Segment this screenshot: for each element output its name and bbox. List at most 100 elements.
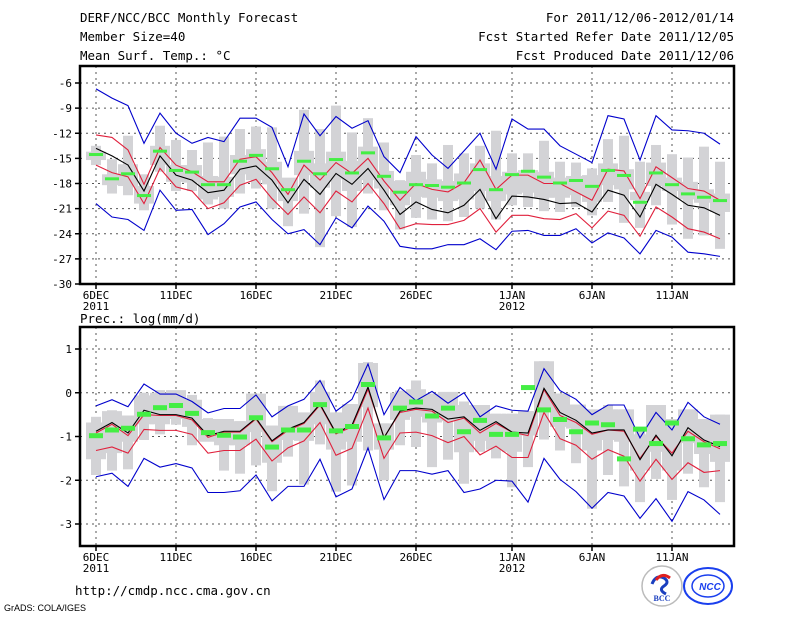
ensemble-box (614, 169, 634, 190)
series-line-min (95, 446, 721, 523)
x-tick-label: 16DEC (239, 551, 272, 564)
ensemble-whisker (315, 129, 325, 248)
y-tick-label: -18 (52, 178, 72, 191)
observed-marker (553, 417, 567, 422)
x-tick-label: 26DEC (399, 551, 432, 564)
observed-marker (457, 181, 471, 185)
observed-marker (665, 183, 679, 187)
observed-marker (585, 184, 599, 188)
series-line-mean (95, 147, 721, 220)
x-tick-year-label: 2012 (499, 562, 526, 575)
variable-label-precipitation: Prec.: log(mm/d) (80, 311, 200, 326)
grads-credit: GrADS: COLA/IGES (4, 603, 87, 613)
y-tick-label: 1 (65, 343, 72, 356)
ensemble-box (630, 434, 650, 471)
observed-marker (393, 405, 407, 411)
y-tick-label: -27 (52, 253, 72, 266)
series-line-upper (95, 387, 721, 460)
observed-marker (121, 425, 135, 431)
observed-marker (713, 441, 727, 447)
observed-marker (137, 194, 151, 198)
ensemble-box (454, 173, 474, 200)
observed-marker (617, 456, 631, 462)
observed-marker (121, 172, 135, 176)
observed-marker (521, 385, 535, 391)
x-tick-label: 1JAN (499, 551, 526, 564)
x-tick-label: 1JAN (499, 289, 526, 302)
y-tick-label: -30 (52, 278, 72, 291)
series-line-upper (95, 134, 721, 202)
y-tick-label: 0 (65, 387, 72, 400)
x-tick-year-label: 2012 (499, 300, 526, 313)
observed-marker (601, 168, 615, 172)
ensemble-whisker (331, 412, 341, 492)
ensemble-box (86, 422, 106, 460)
x-tick-label: 11JAN (655, 551, 688, 564)
plot-frame (78, 64, 736, 286)
ensemble-box (214, 176, 234, 197)
chart-title: DERF/NCC/BCC Monthly Forecast (80, 10, 299, 25)
observed-marker (313, 172, 327, 176)
observed-marker (505, 173, 519, 177)
forecast-started-date: Fcst Started Refer Date 2011/12/05 (478, 29, 734, 44)
observed-marker (153, 405, 167, 411)
observed-marker (553, 181, 567, 185)
ensemble-box (518, 170, 538, 193)
observed-marker (473, 417, 487, 423)
observed-marker (185, 410, 199, 416)
observed-marker (489, 431, 503, 437)
series-line-lower (95, 164, 721, 240)
source-url[interactable]: http://cmdp.ncc.cma.gov.cn (75, 583, 271, 598)
x-tick-label: 6DEC (83, 289, 110, 302)
observed-marker (649, 171, 663, 175)
observed-marker (233, 159, 247, 163)
observed-marker (697, 442, 711, 448)
observed-marker (185, 170, 199, 174)
observed-marker (617, 173, 631, 177)
observed-marker (425, 413, 439, 419)
ensemble-box (662, 419, 682, 471)
ensemble-whisker (299, 412, 309, 485)
ensemble-box (246, 149, 266, 181)
x-tick-label: 11JAN (655, 289, 688, 302)
observed-marker (633, 426, 647, 432)
observed-marker (233, 434, 247, 440)
observed-marker (425, 184, 439, 188)
observed-marker (217, 432, 231, 438)
forecast-period: For 2011/12/06-2012/01/14 (545, 10, 734, 25)
observed-marker (457, 429, 471, 435)
ensemble-box (582, 175, 602, 202)
ensemble-box (518, 411, 538, 436)
observed-marker (681, 436, 695, 442)
ensemble-box (710, 414, 730, 462)
observed-marker (537, 407, 551, 413)
observed-marker (521, 169, 535, 173)
observed-marker (537, 175, 551, 179)
variable-label-temperature: Mean Surf. Temp.: °C (80, 48, 231, 63)
observed-marker (105, 427, 119, 433)
y-tick-label: -3 (59, 518, 72, 531)
observed-marker (633, 200, 647, 204)
observed-marker (217, 183, 231, 187)
ensemble-box (566, 404, 586, 429)
observed-marker (329, 158, 343, 162)
observed-marker (361, 151, 375, 155)
ensemble-whisker (491, 130, 501, 220)
x-tick-label: 6DEC (83, 551, 110, 564)
observed-marker (105, 177, 119, 181)
ensemble-box (310, 163, 330, 188)
y-tick-label: -9 (59, 102, 72, 115)
x-tick-label: 6JAN (579, 551, 606, 564)
series-line-min (95, 189, 721, 257)
ensemble-box (454, 405, 474, 453)
observed-marker (281, 427, 295, 433)
observed-marker (377, 174, 391, 178)
ensemble-box (310, 391, 330, 425)
x-tick-label: 11DEC (159, 551, 192, 564)
observed-marker (697, 195, 711, 199)
x-tick-year-label: 2011 (83, 562, 110, 575)
y-tick-label: -24 (52, 228, 72, 241)
ensemble-whisker (523, 411, 533, 468)
observed-marker (601, 422, 615, 428)
